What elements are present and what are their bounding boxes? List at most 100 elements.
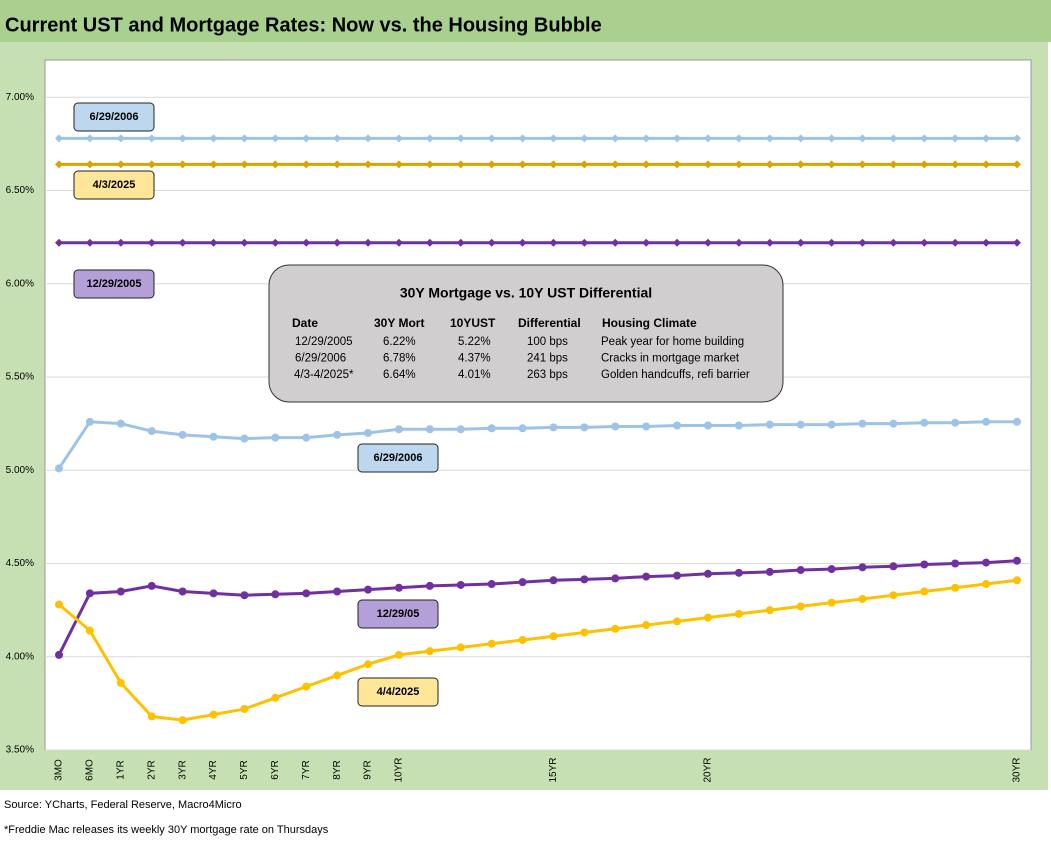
point-marker xyxy=(209,238,218,247)
point-marker xyxy=(673,617,682,626)
point-marker xyxy=(333,671,342,680)
point-marker xyxy=(487,639,496,648)
point-marker xyxy=(734,238,743,247)
table-cell: 4/3-4/2025* xyxy=(294,369,354,381)
point-marker xyxy=(487,580,496,589)
point-marker xyxy=(271,590,280,599)
point-marker xyxy=(394,650,403,659)
point-marker xyxy=(85,417,94,426)
point-marker xyxy=(734,160,743,169)
point-marker xyxy=(147,134,156,143)
footnote: *Freddie Mac releases its weekly 30Y mor… xyxy=(4,824,329,836)
series-label: 4/3/2025 xyxy=(93,179,136,191)
table-cell: 100 bps xyxy=(527,336,568,348)
point-marker xyxy=(796,566,805,575)
point-marker xyxy=(796,160,805,169)
point-marker xyxy=(796,134,805,143)
series-label: 12/29/05 xyxy=(377,608,420,620)
point-marker xyxy=(765,606,774,615)
table-box xyxy=(268,264,784,403)
point-marker xyxy=(858,160,867,169)
x-tick-label: 15YR xyxy=(548,757,559,782)
point-marker xyxy=(982,558,991,567)
point-marker xyxy=(85,160,94,169)
point-marker xyxy=(364,238,373,247)
y-tick-label: 7.00% xyxy=(6,92,34,103)
point-marker xyxy=(1013,238,1021,247)
point-marker xyxy=(982,134,991,143)
point-marker xyxy=(147,712,156,721)
table-header: Date xyxy=(292,316,318,330)
point-marker xyxy=(85,238,94,247)
point-marker xyxy=(796,238,805,247)
point-marker xyxy=(456,643,465,652)
point-marker xyxy=(982,580,991,589)
point-marker xyxy=(858,419,867,428)
point-marker xyxy=(456,134,465,143)
point-marker xyxy=(673,421,682,430)
table-cell: Cracks in mortgage market xyxy=(601,353,740,365)
point-marker xyxy=(333,587,342,596)
y-tick-label: 6.50% xyxy=(6,185,34,196)
series-label: 6/29/2006 xyxy=(90,111,139,123)
x-tick-label: 1YR xyxy=(115,760,126,779)
point-marker xyxy=(456,160,465,169)
point-marker xyxy=(611,624,620,633)
x-tick-label: 3MO xyxy=(54,759,65,781)
point-marker xyxy=(920,418,929,427)
point-marker xyxy=(703,569,712,578)
point-marker xyxy=(673,160,682,169)
point-marker xyxy=(642,238,651,247)
point-marker xyxy=(580,628,589,637)
point-marker xyxy=(951,583,960,592)
point-marker xyxy=(673,571,682,580)
point-marker xyxy=(1013,134,1021,143)
point-marker xyxy=(734,609,743,618)
point-marker xyxy=(116,160,125,169)
point-marker xyxy=(55,238,63,247)
point-marker xyxy=(982,238,991,247)
point-marker xyxy=(796,602,805,611)
series-line xyxy=(58,578,1018,722)
point-marker xyxy=(1013,417,1021,426)
point-marker xyxy=(302,433,311,442)
point-marker xyxy=(209,589,218,598)
point-marker xyxy=(333,134,342,143)
point-marker xyxy=(364,428,373,437)
point-marker xyxy=(703,238,712,247)
point-marker xyxy=(85,626,94,635)
point-marker xyxy=(796,420,805,429)
point-marker xyxy=(333,430,342,439)
series-label-box xyxy=(73,170,155,200)
point-marker xyxy=(55,134,63,143)
point-marker xyxy=(580,575,589,584)
point-marker xyxy=(209,432,218,441)
point-marker xyxy=(178,238,187,247)
point-marker xyxy=(240,591,249,600)
point-marker xyxy=(549,576,558,585)
point-marker xyxy=(425,581,434,590)
point-marker xyxy=(642,134,651,143)
point-marker xyxy=(827,134,836,143)
point-marker xyxy=(858,134,867,143)
point-marker xyxy=(333,238,342,247)
point-marker xyxy=(889,134,898,143)
y-tick-label: 4.00% xyxy=(6,651,34,662)
point-marker xyxy=(487,134,496,143)
point-marker xyxy=(827,565,836,574)
point-marker xyxy=(611,422,620,431)
point-marker xyxy=(549,134,558,143)
point-marker xyxy=(394,160,403,169)
x-tick-label: 8YR xyxy=(332,760,343,779)
point-marker xyxy=(85,589,94,598)
point-marker xyxy=(55,600,63,609)
point-marker xyxy=(302,134,311,143)
plot-area xyxy=(44,59,1032,751)
point-marker xyxy=(642,160,651,169)
point-marker xyxy=(673,238,682,247)
point-marker xyxy=(85,134,94,143)
point-marker xyxy=(889,238,898,247)
point-marker xyxy=(178,430,187,439)
point-marker xyxy=(240,134,249,143)
x-tick-label: 7YR xyxy=(301,760,312,779)
